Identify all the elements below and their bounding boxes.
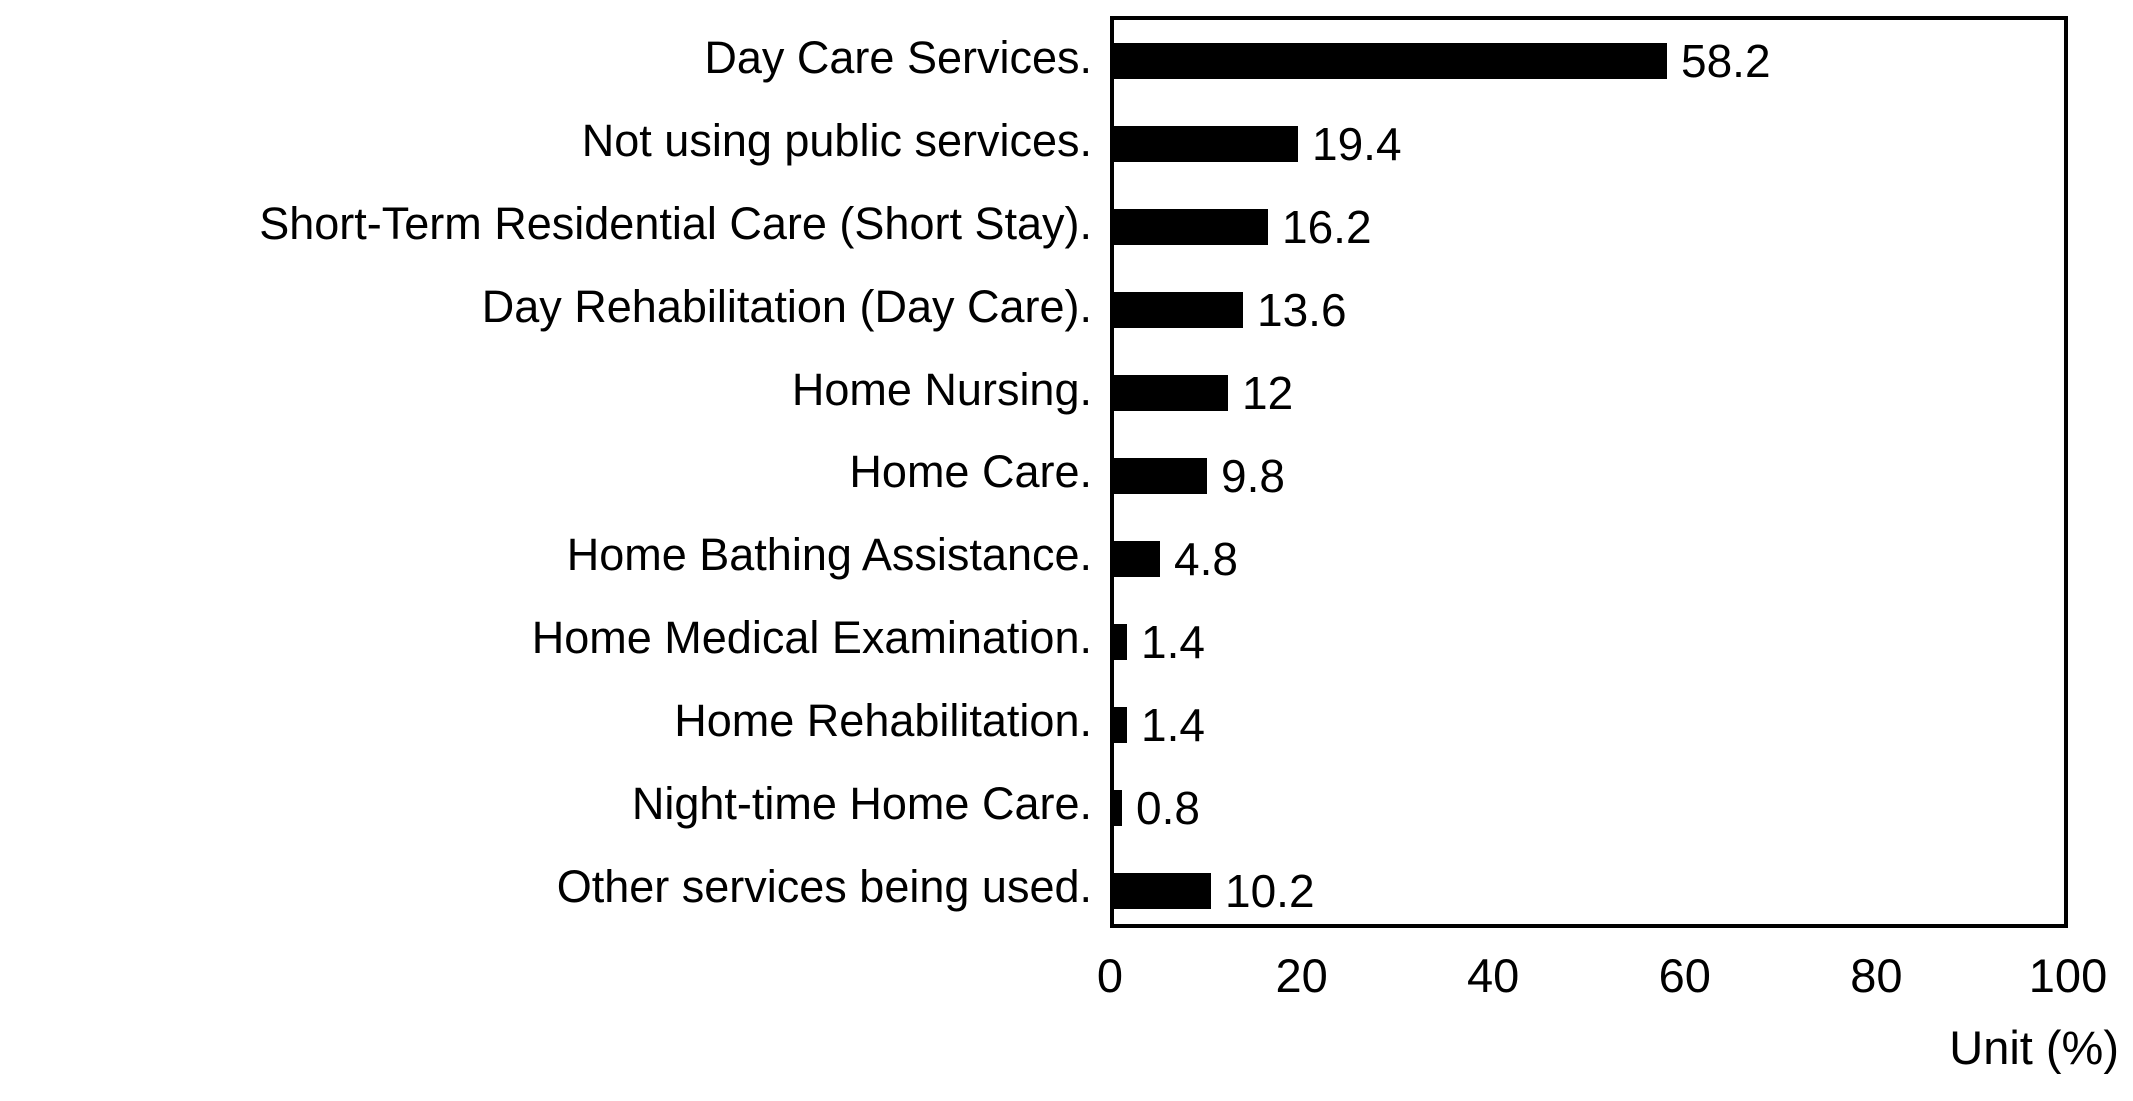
x-axis-title: Unit (%) — [1949, 1021, 2119, 1074]
category-label: Night-time Home Care. — [631, 778, 1092, 830]
category-label: Home Care. — [849, 446, 1092, 498]
x-tick-label: 60 — [1658, 949, 1711, 1002]
x-tick-label: 100 — [2028, 949, 2108, 1002]
x-axis-ticks: 0 20 40 60 80 100 — [1097, 949, 2107, 1010]
category-label: Not using public services. — [581, 114, 1092, 166]
category-label: Other services being used. — [556, 861, 1092, 913]
x-tick-label: 0 — [1096, 949, 1124, 1002]
category-label: Day Rehabilitation (Day Care). — [481, 280, 1092, 332]
bar — [1114, 872, 1211, 909]
bar-value-label: 4.8 — [1174, 532, 1238, 585]
category-label: Day Care Services. — [704, 31, 1092, 83]
bar — [1114, 292, 1243, 329]
bar-value-label: 58.2 — [1681, 35, 1771, 88]
bar — [1114, 126, 1298, 163]
bar — [1114, 43, 1667, 80]
bar-value-label: 0.8 — [1136, 781, 1200, 834]
bar — [1114, 458, 1207, 494]
bar-value-label: 10.2 — [1225, 864, 1315, 917]
bar — [1114, 623, 1127, 660]
category-label: Home Nursing. — [791, 363, 1092, 415]
category-label: Home Bathing Assistance. — [566, 529, 1092, 581]
x-tick-label: 20 — [1275, 949, 1328, 1002]
bars-container: 58.2 19.4 16.2 13.6 12 9.8 4.8 1.4 1.4 0.8 10.2 — [1114, 20, 2064, 924]
bar-value-label: 9.8 — [1221, 450, 1285, 502]
x-tick-label: 80 — [1850, 949, 1903, 1002]
bar-value-label: 1.4 — [1141, 615, 1205, 668]
bar-value-label: 16.2 — [1282, 201, 1372, 254]
bar-value-label: 12 — [1242, 367, 1294, 420]
bar — [1114, 789, 1122, 826]
bar-value-label: 19.4 — [1312, 118, 1402, 171]
plot-area: 58.2 19.4 16.2 13.6 12 9.8 4.8 1.4 1.4 0.8 10.2 — [1110, 16, 2068, 928]
bar — [1114, 375, 1228, 412]
bar — [1114, 209, 1268, 246]
bar-value-label: 1.4 — [1141, 698, 1205, 751]
x-tick-label: 40 — [1467, 949, 1520, 1002]
bar-value-label: 13.6 — [1257, 284, 1347, 337]
bar — [1114, 706, 1127, 743]
category-label: Short-Term Residential Care (Short Stay)… — [259, 197, 1092, 249]
category-label: Home Medical Examination. — [531, 612, 1092, 664]
category-label: Home Rehabilitation. — [674, 695, 1092, 747]
category-labels-column: Day Care Services. Not using public servi… — [0, 16, 1092, 928]
bar — [1114, 540, 1160, 577]
